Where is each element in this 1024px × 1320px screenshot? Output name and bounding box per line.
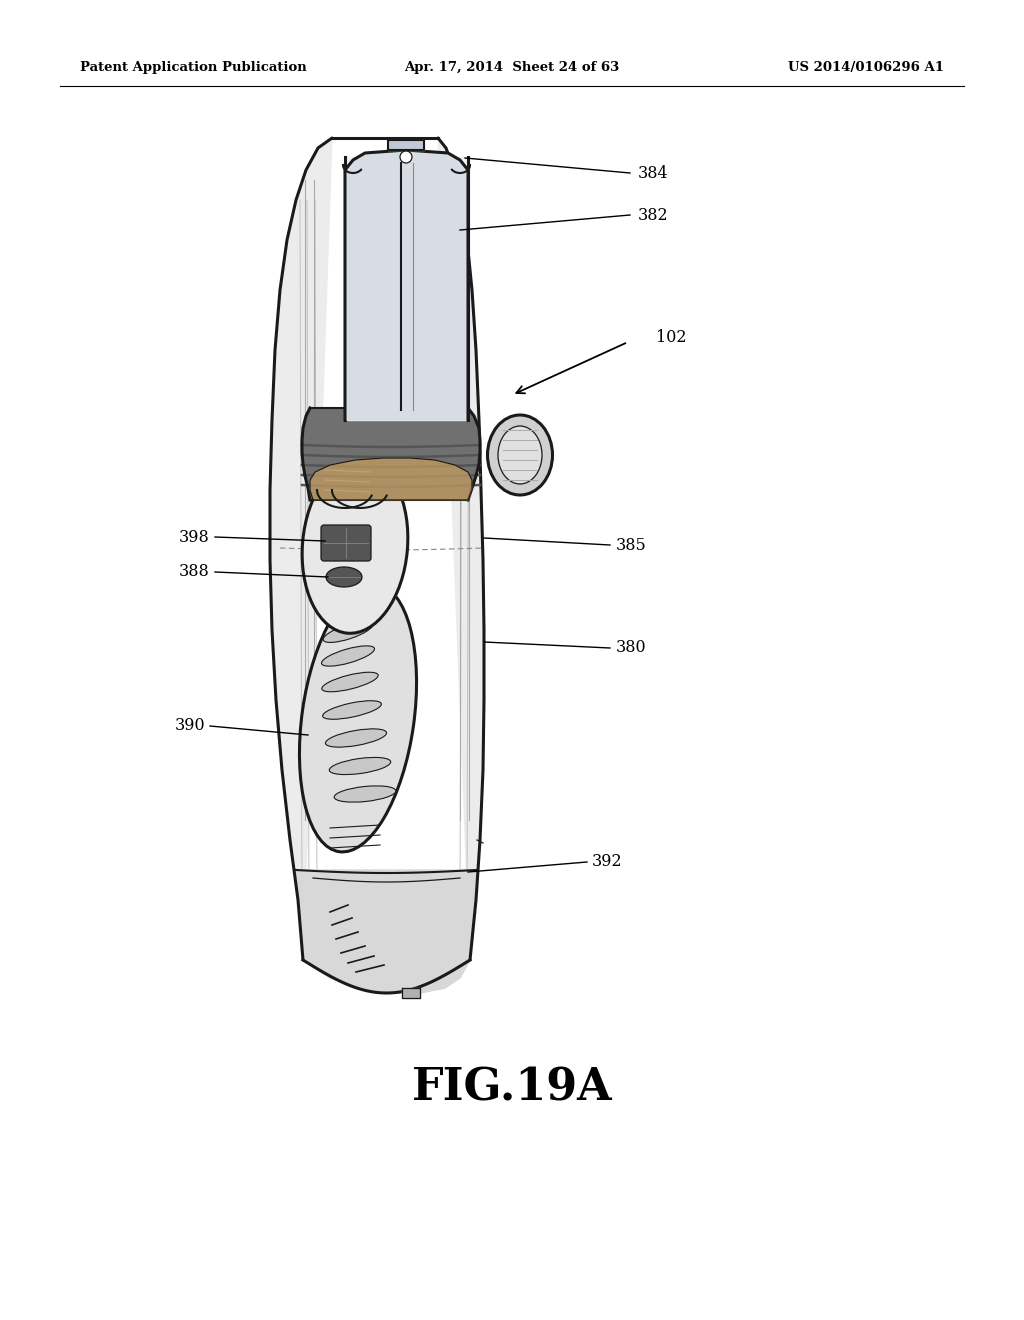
Polygon shape (296, 870, 476, 993)
Ellipse shape (334, 785, 396, 803)
Polygon shape (345, 157, 468, 420)
Ellipse shape (487, 414, 553, 495)
Text: 385: 385 (616, 536, 647, 553)
Ellipse shape (302, 459, 408, 634)
Text: 398: 398 (179, 528, 210, 545)
Text: 390: 390 (174, 718, 205, 734)
Text: 384: 384 (638, 165, 669, 181)
Ellipse shape (324, 598, 373, 619)
Text: 388: 388 (179, 564, 210, 581)
Ellipse shape (326, 729, 386, 747)
Text: Apr. 17, 2014  Sheet 24 of 63: Apr. 17, 2014 Sheet 24 of 63 (404, 62, 620, 74)
Ellipse shape (324, 622, 373, 643)
Polygon shape (388, 140, 424, 150)
Ellipse shape (498, 426, 542, 484)
Text: 392: 392 (592, 854, 623, 870)
Text: 102: 102 (656, 330, 686, 346)
Ellipse shape (326, 568, 362, 587)
Ellipse shape (299, 583, 417, 851)
Polygon shape (402, 987, 420, 998)
Text: 380: 380 (616, 639, 646, 656)
Polygon shape (310, 458, 472, 500)
Ellipse shape (322, 672, 378, 692)
FancyBboxPatch shape (321, 525, 371, 561)
Text: Patent Application Publication: Patent Application Publication (80, 62, 307, 74)
Text: FIG.19A: FIG.19A (412, 1067, 612, 1110)
Circle shape (400, 150, 412, 162)
Text: US 2014/0106296 A1: US 2014/0106296 A1 (788, 62, 944, 74)
Polygon shape (302, 408, 480, 500)
Ellipse shape (322, 645, 375, 667)
Polygon shape (345, 150, 468, 420)
Text: 382: 382 (638, 206, 669, 223)
Ellipse shape (330, 758, 391, 775)
Polygon shape (270, 139, 484, 993)
Ellipse shape (323, 701, 381, 719)
